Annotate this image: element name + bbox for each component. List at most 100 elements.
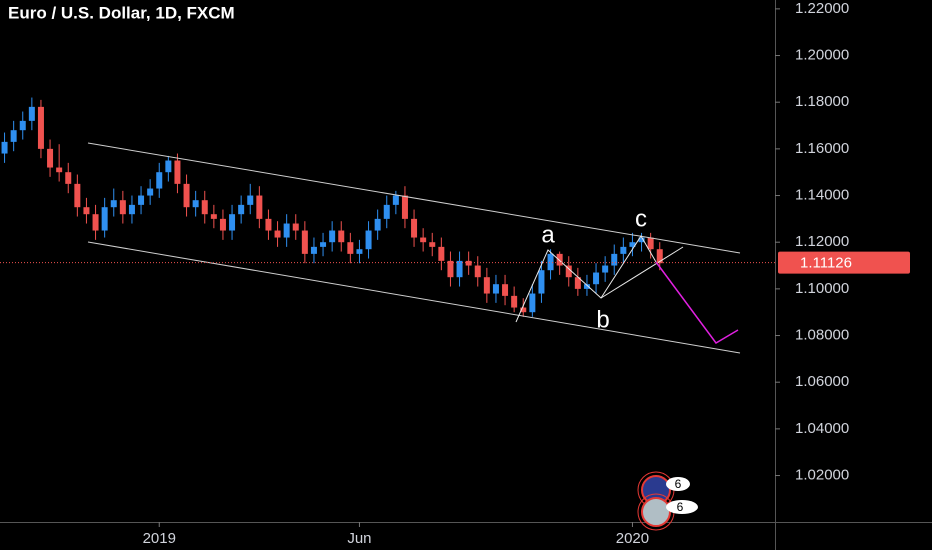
candle-body xyxy=(174,160,181,184)
candle-body xyxy=(492,284,499,294)
candle-body xyxy=(647,237,654,250)
candle-body xyxy=(238,204,245,215)
candle-body xyxy=(529,293,536,313)
candle-body xyxy=(411,218,418,238)
x-tick-label: 2019 xyxy=(143,530,176,547)
candle-body xyxy=(274,230,281,238)
candle-body xyxy=(365,230,372,250)
wave-label: c xyxy=(635,205,647,232)
candle-body xyxy=(247,195,254,205)
candle-body xyxy=(229,214,236,231)
candle-body xyxy=(1,141,8,154)
candle-body xyxy=(329,230,336,243)
candle-body xyxy=(10,130,17,142)
candle-body xyxy=(92,214,99,231)
y-tick-label: 1.04000 xyxy=(795,420,849,437)
candle-body xyxy=(583,284,590,289)
candle-body xyxy=(502,284,509,296)
candle-body xyxy=(283,223,290,238)
candle-body xyxy=(265,218,272,231)
candle-body xyxy=(383,204,390,219)
candle-body xyxy=(192,200,199,208)
candle-body xyxy=(438,246,445,261)
candle-body xyxy=(201,200,208,215)
last-price-label: 1.11126 xyxy=(800,255,852,272)
y-tick-label: 1.20000 xyxy=(795,47,849,64)
candle-body xyxy=(629,242,636,247)
projection-line xyxy=(655,261,739,344)
y-tick-label: 1.10000 xyxy=(795,280,849,297)
channel-lower xyxy=(87,241,741,354)
wave-label: b xyxy=(596,306,609,333)
candle-body xyxy=(593,272,600,285)
candle-body xyxy=(347,242,354,254)
candle-body xyxy=(565,265,572,278)
candle-body xyxy=(101,207,108,231)
candle-body xyxy=(74,183,81,208)
candle-body xyxy=(56,167,63,173)
candle-body xyxy=(638,237,645,243)
chart-title: Euro / U.S. Dollar, 1D, FXCM xyxy=(8,3,235,22)
badge-count: 6 xyxy=(675,477,682,491)
candle-body xyxy=(602,265,609,273)
candle-body xyxy=(320,242,327,247)
candle-body xyxy=(301,230,308,254)
candle-body xyxy=(292,223,299,231)
candle-body xyxy=(611,253,618,266)
candle-body xyxy=(429,242,436,247)
candle-body xyxy=(556,253,563,266)
y-tick-label: 1.22000 xyxy=(795,0,849,17)
candle-body xyxy=(483,277,490,294)
candle-body xyxy=(165,160,172,173)
candle-body xyxy=(119,200,126,215)
candle-body xyxy=(83,207,90,215)
candle-body xyxy=(156,172,163,189)
badge-count: 6 xyxy=(677,500,684,514)
y-tick-label: 1.02000 xyxy=(795,467,849,484)
candle-body xyxy=(374,218,381,231)
candle-body xyxy=(474,265,481,278)
candle-body xyxy=(128,204,135,215)
candle-body xyxy=(210,214,217,219)
candle-body xyxy=(310,246,317,254)
wave-trendline xyxy=(600,246,684,299)
candle-body xyxy=(65,172,72,184)
candle-body xyxy=(183,183,190,208)
candle-body xyxy=(520,307,527,313)
candle-body xyxy=(47,148,54,168)
x-tick-label: Jun xyxy=(347,530,371,547)
candle-body xyxy=(538,270,545,294)
plot-area xyxy=(1,97,663,317)
candle-body xyxy=(28,106,35,121)
candle-body xyxy=(392,195,399,205)
x-tick-label: 2020 xyxy=(616,530,649,547)
candle-body xyxy=(356,249,363,254)
candle-body xyxy=(37,106,44,149)
candle-body xyxy=(147,188,154,196)
y-tick-label: 1.12000 xyxy=(795,233,849,250)
candle-body xyxy=(256,195,263,219)
candle-body xyxy=(19,120,26,131)
candle-body xyxy=(620,246,627,254)
candle-body xyxy=(338,230,345,243)
y-tick-label: 1.08000 xyxy=(795,327,849,344)
event-icon[interactable]: 6 xyxy=(637,493,698,531)
wave-label: a xyxy=(541,221,555,248)
candle-body xyxy=(456,260,463,278)
candle-body xyxy=(420,237,427,243)
y-tick-label: 1.14000 xyxy=(795,187,849,204)
candle-body xyxy=(547,253,554,271)
candle-body xyxy=(110,200,117,208)
channel-upper xyxy=(87,142,741,254)
candle-body xyxy=(401,195,408,219)
candle-body xyxy=(511,295,518,308)
candle-body xyxy=(656,249,663,264)
y-tick-label: 1.18000 xyxy=(795,93,849,110)
y-tick-label: 1.16000 xyxy=(795,140,849,157)
last-price-tag xyxy=(778,251,910,274)
candle-body xyxy=(138,195,145,205)
candle-body xyxy=(574,277,581,289)
